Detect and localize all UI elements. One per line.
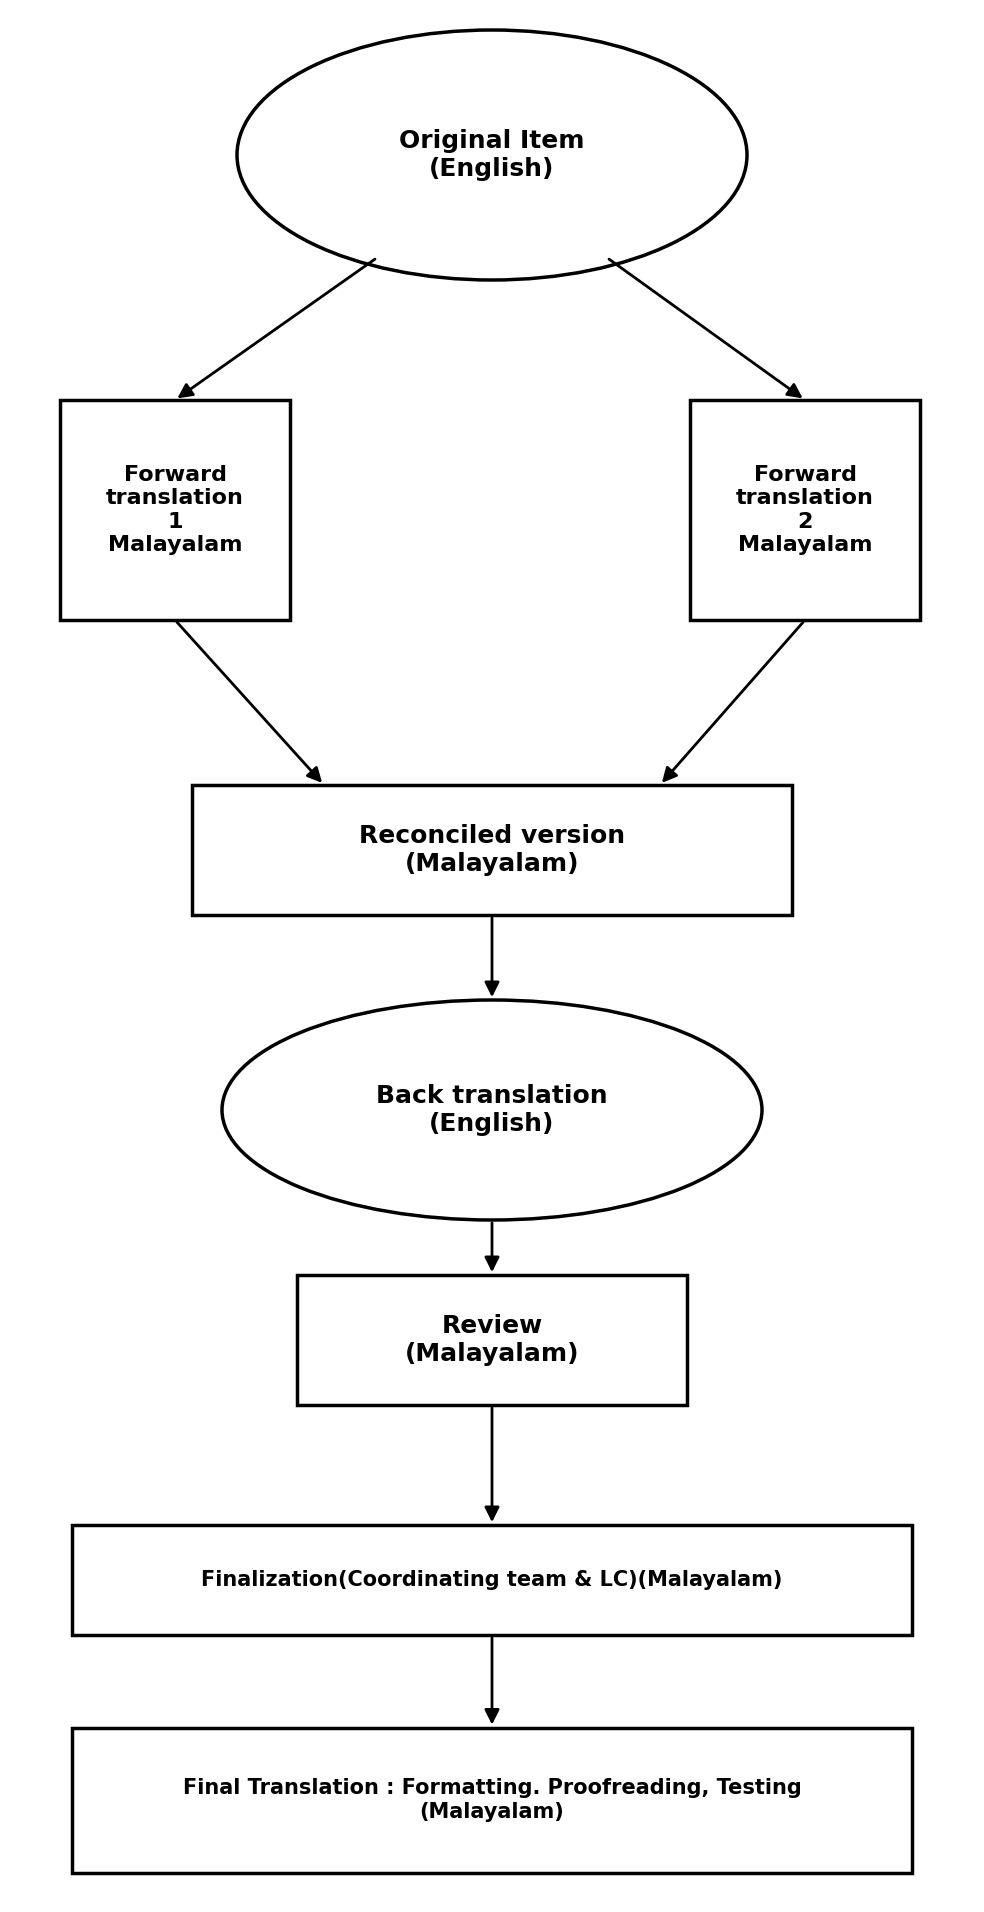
FancyBboxPatch shape <box>72 1728 912 1872</box>
FancyBboxPatch shape <box>690 400 920 619</box>
Ellipse shape <box>237 31 747 279</box>
FancyBboxPatch shape <box>60 400 290 619</box>
Text: Final Translation : Formatting. Proofreading, Testing
(Malayalam): Final Translation : Formatting. Proofrea… <box>183 1778 801 1822</box>
FancyBboxPatch shape <box>192 786 792 916</box>
Text: Review
(Malayalam): Review (Malayalam) <box>404 1314 580 1365</box>
Text: Back translation
(English): Back translation (English) <box>376 1084 608 1136</box>
Text: Reconciled version
(Malayalam): Reconciled version (Malayalam) <box>359 824 625 876</box>
FancyBboxPatch shape <box>72 1526 912 1635</box>
FancyBboxPatch shape <box>297 1275 687 1405</box>
Text: Original Item
(English): Original Item (English) <box>400 130 584 182</box>
Ellipse shape <box>222 1000 762 1220</box>
Text: Forward
translation
2
Malayalam: Forward translation 2 Malayalam <box>736 465 874 554</box>
Text: Finalization(Coordinating team & LC)(Malayalam): Finalization(Coordinating team & LC)(Mal… <box>202 1570 782 1591</box>
Text: Forward
translation
1
Malayalam: Forward translation 1 Malayalam <box>106 465 244 554</box>
